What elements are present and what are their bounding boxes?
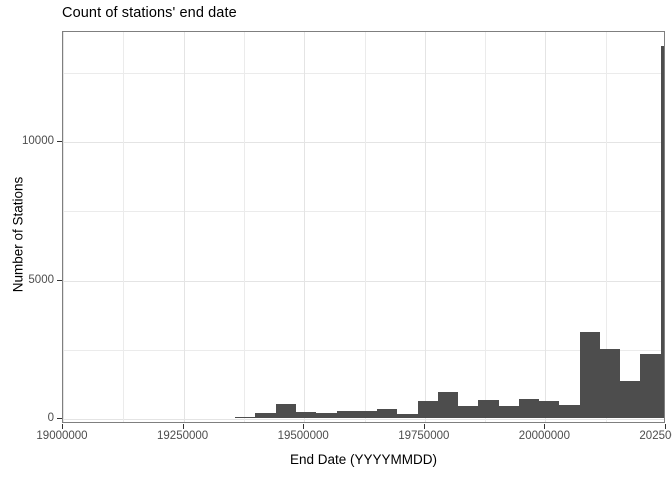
bar (295, 412, 317, 418)
bar (640, 354, 661, 418)
bar (316, 413, 337, 418)
bar (660, 46, 664, 418)
bar (437, 392, 459, 418)
x-tick-mark (544, 424, 546, 429)
gridline-vertical-minor (364, 32, 366, 422)
bar (397, 413, 418, 418)
bar (599, 349, 621, 418)
y-tick-label: 10000 (22, 135, 54, 147)
gridline-vertical-minor (243, 32, 245, 422)
bar (356, 410, 378, 418)
y-tick-label: 0 (47, 412, 54, 424)
bar (539, 401, 560, 418)
gridline-horizontal-minor (63, 72, 664, 74)
gridline-vertical-major (545, 32, 547, 422)
x-tick-mark (423, 424, 425, 429)
gridline-vertical-minor (605, 32, 607, 422)
gridline-horizontal-major (63, 142, 664, 143)
y-tick-label: 5000 (28, 273, 54, 286)
x-axis-title: End Date (YYYYMMDD) (289, 452, 438, 467)
y-tick-mark (57, 279, 62, 281)
bar (579, 331, 600, 418)
gridline-vertical-major (304, 32, 306, 422)
gridline-horizontal-major (63, 280, 664, 282)
bar (275, 403, 296, 418)
x-tick-mark (62, 424, 63, 429)
bar (336, 411, 357, 418)
gridline-vertical-minor (485, 32, 487, 422)
bar (559, 404, 580, 418)
bar (255, 412, 276, 418)
bar (377, 408, 398, 418)
bar (518, 398, 540, 418)
gridline-horizontal-major (63, 419, 664, 420)
x-tick-label: 19000000 (36, 430, 88, 442)
x-tick-label: 20250000 (639, 430, 672, 442)
x-tick-label: 19500000 (277, 430, 329, 442)
chart-title: Count of stations' end date (62, 5, 237, 21)
x-tick-mark (665, 424, 666, 429)
gridline-horizontal-minor (63, 211, 664, 213)
bar (458, 405, 479, 418)
y-tick-mark (57, 141, 62, 142)
x-tick-mark (182, 424, 184, 429)
gridline-vertical-major (63, 32, 64, 422)
x-tick-label: 19750000 (398, 430, 450, 442)
bar (235, 416, 256, 418)
x-tick-mark (303, 424, 305, 429)
gridline-vertical-major (424, 32, 426, 422)
x-tick-label: 19250000 (157, 430, 209, 442)
gridline-vertical-minor (123, 32, 125, 422)
bar (620, 380, 641, 418)
bar (498, 406, 519, 418)
y-tick-mark (57, 418, 62, 419)
plot-panel (62, 31, 665, 423)
x-tick-label: 20000000 (518, 430, 570, 442)
bar (478, 400, 499, 418)
gridline-vertical-major (183, 32, 185, 422)
y-axis-title: Number of Stations (10, 176, 26, 293)
bar (417, 401, 438, 418)
gridline-horizontal-minor (63, 349, 664, 351)
